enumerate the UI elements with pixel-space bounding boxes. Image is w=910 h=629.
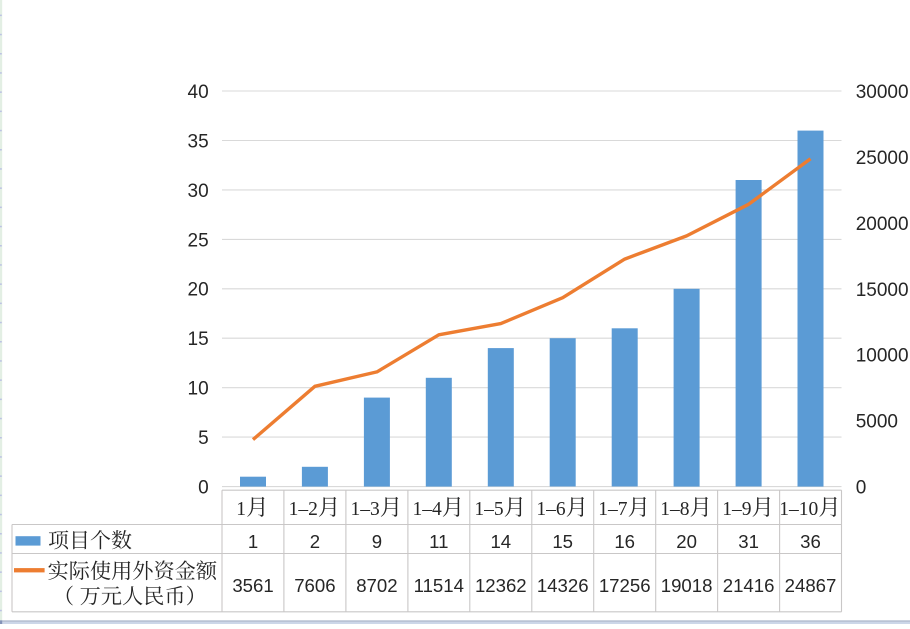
svg-text:25000: 25000	[856, 148, 909, 169]
svg-text:1–2: 1–2	[289, 499, 318, 520]
svg-text:11514: 11514	[414, 575, 464, 596]
svg-text:15: 15	[188, 329, 209, 350]
svg-text:1: 1	[248, 531, 258, 552]
svg-text:3561: 3561	[232, 575, 273, 596]
svg-text:0: 0	[856, 477, 867, 498]
svg-text:30000: 30000	[856, 82, 909, 103]
svg-text:10000: 10000	[856, 346, 909, 367]
svg-text:0: 0	[198, 477, 209, 498]
svg-text:1–10: 1–10	[779, 499, 818, 520]
svg-text:36: 36	[800, 531, 821, 552]
svg-text:21416: 21416	[723, 575, 775, 596]
svg-text:2: 2	[310, 531, 320, 552]
svg-text:15: 15	[552, 531, 573, 552]
svg-text:14: 14	[490, 531, 511, 552]
svg-text:12362: 12362	[475, 575, 527, 596]
svg-text:5000: 5000	[856, 412, 898, 433]
svg-text:25: 25	[188, 230, 209, 251]
svg-text:8702: 8702	[356, 575, 397, 596]
svg-text:11: 11	[429, 531, 448, 552]
svg-text:24867: 24867	[785, 575, 837, 596]
svg-text:17256: 17256	[599, 575, 651, 596]
svg-text:20000: 20000	[856, 214, 909, 235]
svg-text:1–3: 1–3	[351, 499, 380, 520]
svg-text:40: 40	[188, 82, 209, 103]
svg-text:1: 1	[236, 499, 246, 520]
svg-text:35: 35	[188, 131, 209, 152]
svg-text:7606: 7606	[294, 575, 335, 596]
svg-text:5: 5	[198, 428, 209, 449]
svg-text:31: 31	[738, 531, 759, 552]
svg-text:1–9: 1–9	[722, 499, 751, 520]
svg-text:30: 30	[188, 181, 209, 202]
svg-text:1–4: 1–4	[413, 499, 443, 520]
svg-text:19018: 19018	[661, 575, 713, 596]
svg-text:16: 16	[614, 531, 635, 552]
svg-text:10: 10	[188, 379, 209, 400]
svg-text:14326: 14326	[537, 575, 589, 596]
svg-text:1–7: 1–7	[598, 499, 628, 520]
svg-text:15000: 15000	[856, 280, 909, 301]
svg-text:1–5: 1–5	[474, 499, 503, 520]
svg-text:1–6: 1–6	[536, 499, 566, 520]
svg-text:9: 9	[372, 531, 382, 552]
svg-text:20: 20	[676, 531, 697, 552]
svg-text:20: 20	[188, 280, 209, 301]
svg-text:1–8: 1–8	[660, 499, 689, 520]
